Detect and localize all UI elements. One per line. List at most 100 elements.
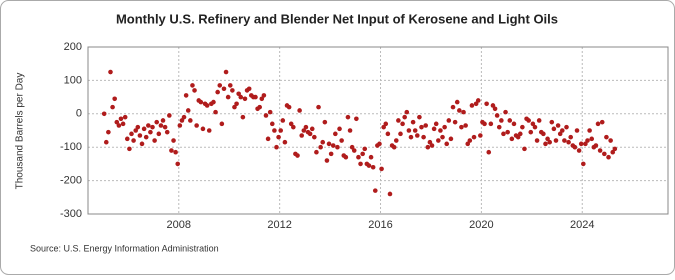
point [534,138,540,143]
point [291,124,296,130]
point [507,118,513,123]
point [177,123,183,128]
point [368,154,374,160]
point [595,121,601,127]
point [103,139,109,145]
point [257,104,262,110]
point [259,96,265,102]
point [198,99,204,105]
point [162,124,168,130]
y-tick-label: 100 [64,74,82,86]
point [448,136,454,142]
point [169,148,174,153]
point [566,139,571,145]
point [572,144,578,150]
point [160,118,166,123]
point [499,118,504,123]
point [278,128,284,133]
point [185,108,191,113]
point [122,114,128,120]
point [589,136,595,142]
point [227,83,233,88]
point [515,134,521,140]
point [261,93,267,98]
y-tick-label: -300 [60,208,82,220]
point [158,123,164,128]
point [143,134,149,140]
point [436,138,441,143]
point [549,119,555,125]
point [608,138,613,143]
point [429,143,435,148]
point [120,121,126,127]
point [286,104,292,110]
point [452,119,458,125]
point [181,114,187,120]
point [398,131,403,137]
x-tick-label: 2008 [167,219,191,231]
point [576,148,582,153]
point [267,109,273,115]
point [490,103,496,108]
point [444,141,450,147]
point [240,114,246,120]
point [282,139,288,145]
point [137,133,143,138]
point [492,106,498,112]
point [471,134,477,140]
point [360,151,365,157]
point [351,148,357,153]
point [253,94,258,100]
point [366,163,372,168]
point [221,86,227,92]
point [347,128,353,133]
point [213,109,218,115]
point [583,141,588,147]
point [101,111,107,117]
point [419,124,424,130]
point [112,96,117,102]
point [246,86,252,92]
point [543,141,548,147]
point [414,133,420,138]
point [406,128,412,133]
point [402,114,407,120]
point [328,151,334,157]
point [131,138,136,143]
point [297,108,302,113]
point [526,118,531,123]
point [301,128,307,133]
point [179,118,185,123]
point [488,121,494,127]
y-tick-label: 200 [64,41,82,53]
point [612,146,618,152]
point [114,119,120,125]
point [551,126,557,132]
point [585,138,590,143]
point [457,108,462,113]
point [188,118,193,123]
point [152,138,157,143]
point [511,121,517,127]
point [156,131,162,137]
point [211,99,216,105]
point [427,139,433,145]
point [469,103,475,108]
point [200,126,206,132]
point [431,126,437,132]
point [127,146,132,152]
point [564,124,569,130]
point [335,144,340,150]
source: Source: U.S. Energy Information Administ… [30,243,219,253]
point [309,126,315,132]
point [316,104,321,110]
point [230,88,235,93]
point [610,149,616,155]
point [587,128,592,133]
point [171,138,176,143]
point [400,121,405,127]
point [568,134,574,140]
point [280,118,286,123]
point [417,114,422,120]
point [263,113,269,118]
